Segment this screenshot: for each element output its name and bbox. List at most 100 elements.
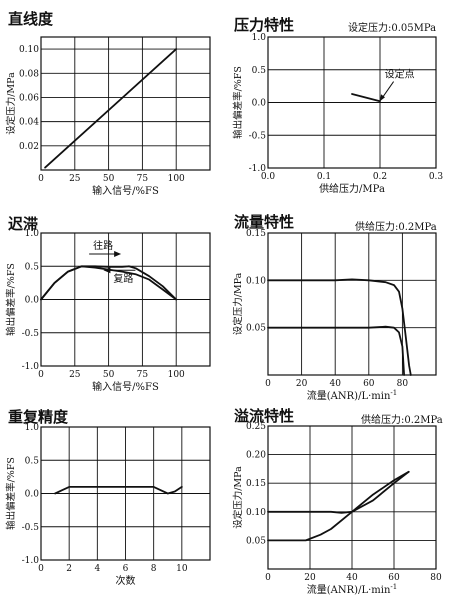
x-tick-label: 0 — [265, 379, 271, 389]
x-tick-label: 75 — [137, 370, 149, 380]
chart-4: 0 2 4 6 8 10 -1.0 -0.5 0.0 0.5 1.0 次数 输出偏差率/%FS — [5, 423, 211, 587]
x-tick-label: 2 — [66, 564, 72, 574]
plot-frame — [267, 36, 437, 169]
x-tick-label: 80 — [397, 379, 409, 389]
annotation-arrowhead — [114, 250, 122, 257]
panel-title-hysteresis: 迟滞 — [8, 215, 39, 233]
y-tick-label: 0.02 — [19, 142, 39, 152]
y-tick-label: 1.0 — [25, 423, 40, 433]
y-tick-label: 1.0 — [252, 33, 267, 43]
x-tick-label: 100 — [168, 174, 185, 184]
x-tick-label: 60 — [388, 573, 400, 583]
series-line-1 — [267, 325, 406, 376]
x-axis-label: 输入信号/%FS — [92, 184, 159, 197]
panel-title-linearity: 直线度 — [8, 10, 54, 28]
annotation-arrowhead — [380, 94, 385, 102]
x-tick-label: 100 — [168, 370, 185, 380]
x-tick-label: 0.0 — [261, 172, 276, 182]
y-tick-label: 0.5 — [25, 262, 40, 272]
x-tick-label: 10 — [176, 564, 188, 574]
y-tick-label: 0.25 — [246, 422, 266, 432]
x-tick-label: 0.1 — [317, 172, 331, 182]
y-tick-label: -0.5 — [249, 131, 267, 141]
plot-frame — [40, 426, 211, 561]
y-tick-label: 1.0 — [25, 229, 40, 239]
y-tick-label: 0.10 — [19, 45, 39, 55]
x-tick-label: 60 — [363, 379, 375, 389]
y-tick-label: 0.0 — [25, 296, 40, 306]
condition-flow-characteristic: 供给压力:0.2MPa — [355, 222, 437, 233]
plot-frame — [267, 232, 437, 376]
y-tick-label: -1.0 — [22, 362, 40, 372]
chart-1: 0.0 0.1 0.2 0.3 -1.0 -0.5 0.0 0.5 1.0 供给压力/MPa 输出偏… — [232, 33, 443, 195]
x-tick-label: 8 — [151, 564, 157, 574]
x-axis-label: 次数 — [116, 574, 136, 587]
series-line-0 — [267, 470, 410, 514]
series-line-1 — [267, 470, 410, 542]
series-line-0 — [267, 278, 412, 376]
x-tick-label: 0 — [265, 573, 271, 583]
panel-title-repeatability: 重复精度 — [8, 408, 69, 426]
x-tick-label: 75 — [137, 174, 149, 184]
x-tick-label: 0.3 — [429, 172, 444, 182]
x-tick-label: 0 — [38, 564, 44, 574]
x-tick-label: 0.2 — [373, 172, 387, 182]
y-tick-label: -0.5 — [22, 523, 40, 533]
y-tick-label: 0.10 — [246, 508, 266, 518]
y-tick-label: -1.0 — [22, 556, 40, 566]
x-tick-label: 20 — [304, 573, 316, 583]
y-tick-label: 0.0 — [252, 99, 267, 109]
y-tick-label: 0.15 — [246, 229, 266, 239]
plot-frame — [40, 36, 211, 171]
y-axis-label: 设定压力/MPa — [5, 72, 17, 135]
y-tick-label: 0.20 — [246, 451, 266, 461]
y-tick-label: 0.5 — [252, 66, 267, 76]
x-tick-label: 0 — [38, 370, 44, 380]
x-axis-label: 输入信号/%FS — [92, 380, 159, 393]
x-tick-label: 25 — [69, 174, 81, 184]
x-tick-label: 0 — [38, 174, 44, 184]
x-tick-label: 20 — [296, 379, 308, 389]
condition-relief-characteristic: 供给压力:0.2MPa — [361, 415, 443, 426]
x-tick-label: 80 — [430, 573, 442, 583]
annotation-leader — [381, 81, 395, 99]
y-tick-label: 0.10 — [246, 276, 266, 286]
annotation-label: 往路 — [93, 239, 113, 252]
y-tick-label: 0.08 — [19, 69, 39, 79]
series-line-0 — [54, 485, 183, 495]
annotation-label: 设定点 — [385, 68, 415, 81]
x-tick-label: 40 — [346, 573, 358, 583]
y-tick-label: 0.04 — [19, 118, 39, 128]
condition-pressure-characteristic: 设定压力:0.05MPa — [348, 23, 437, 34]
series-line-0 — [44, 48, 178, 169]
x-tick-label: 50 — [103, 370, 115, 380]
y-tick-label: 0.0 — [25, 490, 40, 500]
y-axis-label: 输出偏差率/%FS — [5, 263, 17, 336]
chart-0: 0 25 50 75 100 0.02 0.04 0.06 0.08 0.10 输入信号/%FS 设定… — [5, 36, 211, 197]
y-tick-label: -1.0 — [249, 164, 267, 174]
annotation-label: 复路 — [113, 272, 133, 285]
panel-title-relief-characteristic: 溢流特性 — [234, 407, 295, 425]
x-tick-label: 40 — [329, 379, 341, 389]
y-tick-label: 0.15 — [246, 479, 266, 489]
y-axis-label: 设定压力/MPa — [232, 466, 244, 529]
x-axis-label: 流量(ANR)/L·min-1 — [307, 583, 397, 596]
panel-title-pressure-characteristic: 压力特性 — [234, 16, 295, 34]
series-line-0 — [351, 93, 381, 103]
y-tick-label: 0.05 — [246, 324, 266, 334]
y-tick-label: -0.5 — [22, 329, 40, 339]
panel-title-flow-characteristic: 流量特性 — [234, 213, 295, 231]
y-axis-label: 设定压力/MPa — [232, 272, 244, 335]
x-tick-label: 6 — [123, 564, 129, 574]
plot-frame — [267, 425, 437, 570]
y-tick-label: 0.5 — [25, 456, 40, 466]
annotation-arrowhead — [103, 267, 111, 274]
chart-5: 0 20 40 60 80 0.05 0.10 0.15 0.20 0.25 流量(ANR)/L·m… — [232, 422, 442, 596]
x-axis-label: 流量(ANR)/L·min-1 — [307, 389, 397, 402]
y-axis-label: 输出偏差率/%FS — [232, 66, 244, 139]
x-axis-label: 供给压力/MPa — [319, 182, 385, 195]
chart-3: 0 20 40 60 80 0.05 0.10 0.15 流量(ANR)/L·min-1 设定压力… — [232, 229, 437, 402]
y-tick-label: 0.05 — [246, 536, 266, 546]
